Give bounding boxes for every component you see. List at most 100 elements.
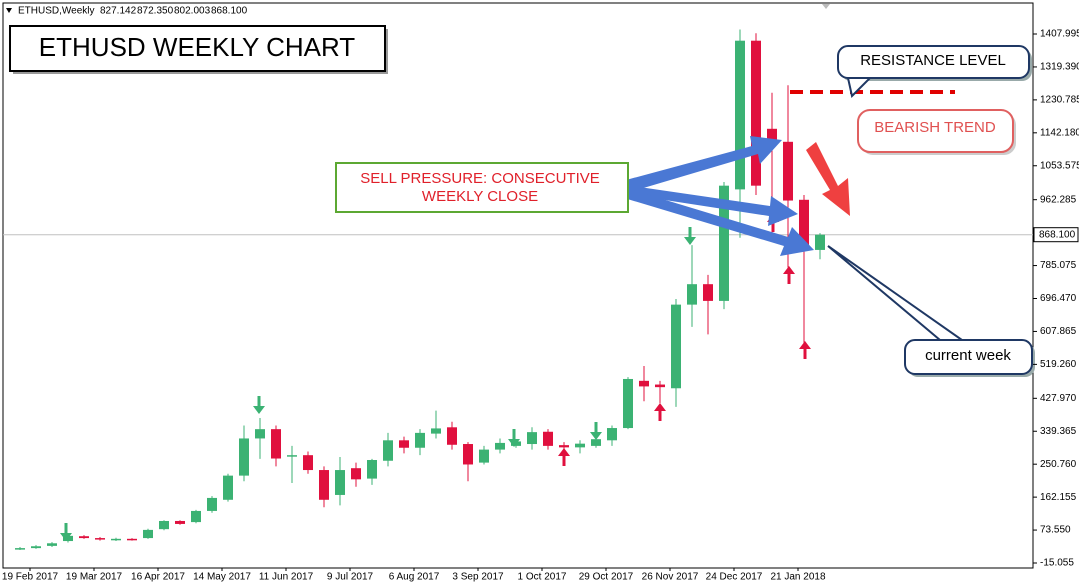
y-tick-label: 1142.180 <box>1040 127 1079 138</box>
x-tick-label: 19 Mar 2017 <box>66 572 123 583</box>
candle-body <box>271 429 281 459</box>
y-tick-label: 962.285 <box>1040 194 1077 205</box>
candle-body <box>751 40 761 186</box>
low-readout: 802.003 <box>174 6 211 17</box>
x-tick-label: 26 Nov 2017 <box>642 572 699 583</box>
y-tick-label: 1407.995 <box>1040 29 1079 40</box>
ohlc-readout: 827.142 872.350 802.003 868.100 <box>100 6 248 17</box>
x-tick-label: 24 Dec 2017 <box>706 572 763 583</box>
candle-body <box>815 234 825 250</box>
candle-body <box>143 529 153 539</box>
y-tick-label: 1319.390 <box>1040 62 1079 73</box>
close-readout: 868.100 <box>211 6 248 17</box>
candle-body <box>207 497 217 511</box>
open-readout: 827.142 <box>100 6 137 17</box>
last-price-label: 868.100 <box>1039 229 1076 240</box>
annotation: WEEKLY CLOSE <box>422 188 538 205</box>
candle-body <box>191 510 201 523</box>
candle-body <box>47 543 57 546</box>
candle-body <box>255 429 265 439</box>
candle-body <box>687 284 697 305</box>
y-tick-label: 339.365 <box>1040 426 1077 437</box>
chart-title: ETHUSD WEEKLY CHART <box>39 32 356 62</box>
bearish-arrow <box>806 142 850 216</box>
candle-body <box>559 445 569 448</box>
annotation: RESISTANCE LEVEL <box>860 52 1006 69</box>
y-tick-label: -15.055 <box>1040 558 1074 569</box>
candle-body <box>287 455 297 457</box>
candle-body <box>735 40 745 190</box>
candle-body <box>303 455 313 471</box>
candle-body <box>495 442 505 450</box>
pressure-arrow <box>624 188 814 256</box>
candle-body <box>479 449 489 463</box>
candle-body <box>399 440 409 448</box>
y-tick-label: 73.550 <box>1040 525 1071 536</box>
candle-body <box>527 432 537 445</box>
annotation: current week <box>925 347 1011 364</box>
candle-body <box>31 546 41 549</box>
candle-body <box>575 443 585 448</box>
pressure-box <box>335 162 629 213</box>
candle-body <box>111 538 121 541</box>
high-readout: 872.350 <box>137 6 174 17</box>
x-tick-label: 29 Oct 2017 <box>579 572 634 583</box>
candle-body <box>543 431 553 446</box>
y-tick-label: 1053.575 <box>1040 160 1079 171</box>
annotation: SELL PRESSURE: CONSECUTIVE <box>360 170 600 187</box>
candle-body <box>799 199 809 249</box>
x-tick-label: 16 Apr 2017 <box>131 572 185 583</box>
candle-body <box>351 468 361 480</box>
x-tick-label: 19 Feb 2017 <box>2 572 59 583</box>
candle-body <box>431 428 441 434</box>
candle-body <box>719 185 729 301</box>
y-tick-label: 427.970 <box>1040 393 1077 404</box>
candle-body <box>319 470 329 500</box>
x-tick-label: 3 Sep 2017 <box>452 572 504 583</box>
last-price-box <box>1033 227 1079 243</box>
candle-body <box>367 460 377 479</box>
x-tick-label: 9 Jul 2017 <box>327 572 374 583</box>
candle-body <box>415 432 425 448</box>
x-tick-label: 11 Jun 2017 <box>259 572 314 583</box>
candle-body <box>783 141 793 201</box>
y-tick-label: 250.760 <box>1040 459 1077 470</box>
y-tick-label: 1230.785 <box>1040 95 1079 106</box>
candle-body <box>671 304 681 389</box>
current-week-callout <box>904 339 1033 375</box>
y-tick-label: 785.075 <box>1040 260 1077 271</box>
title-box <box>9 25 386 72</box>
symbol-label: ETHUSD,Weekly <box>18 6 95 17</box>
x-tick-label: 6 Aug 2017 <box>389 572 440 583</box>
bearish-callout <box>857 109 1014 153</box>
candle-body <box>127 538 137 541</box>
x-tick-label: 1 Oct 2017 <box>518 572 567 583</box>
y-tick-label: 696.470 <box>1040 293 1077 304</box>
scroll-marker <box>822 4 830 9</box>
candle-body <box>591 439 601 446</box>
candle-body <box>95 538 105 540</box>
y-tick-label: 519.260 <box>1040 359 1077 370</box>
candle-body <box>767 128 777 142</box>
candle-body <box>383 440 393 461</box>
y-tick-label: 607.865 <box>1040 326 1077 337</box>
x-tick-label: 14 May 2017 <box>193 572 251 583</box>
candle-body <box>463 444 473 465</box>
candle-body <box>655 384 665 388</box>
plot-frame <box>2 2 1034 569</box>
candle-body <box>607 428 617 441</box>
x-tick-label: 21 Jan 2018 <box>770 572 825 583</box>
candle-body <box>239 438 249 476</box>
y-tick-label: 162.155 <box>1040 492 1077 503</box>
candle-body <box>447 427 457 445</box>
annotation: BEARISH TREND <box>874 119 996 136</box>
candle-body <box>15 548 25 550</box>
resistance-callout <box>837 45 1030 79</box>
candle-body <box>703 284 713 301</box>
menu-triangle[interactable] <box>6 8 12 13</box>
candle-body <box>63 535 73 542</box>
candle-body <box>159 520 169 530</box>
candle-body <box>223 475 233 500</box>
candle-body <box>175 520 185 524</box>
